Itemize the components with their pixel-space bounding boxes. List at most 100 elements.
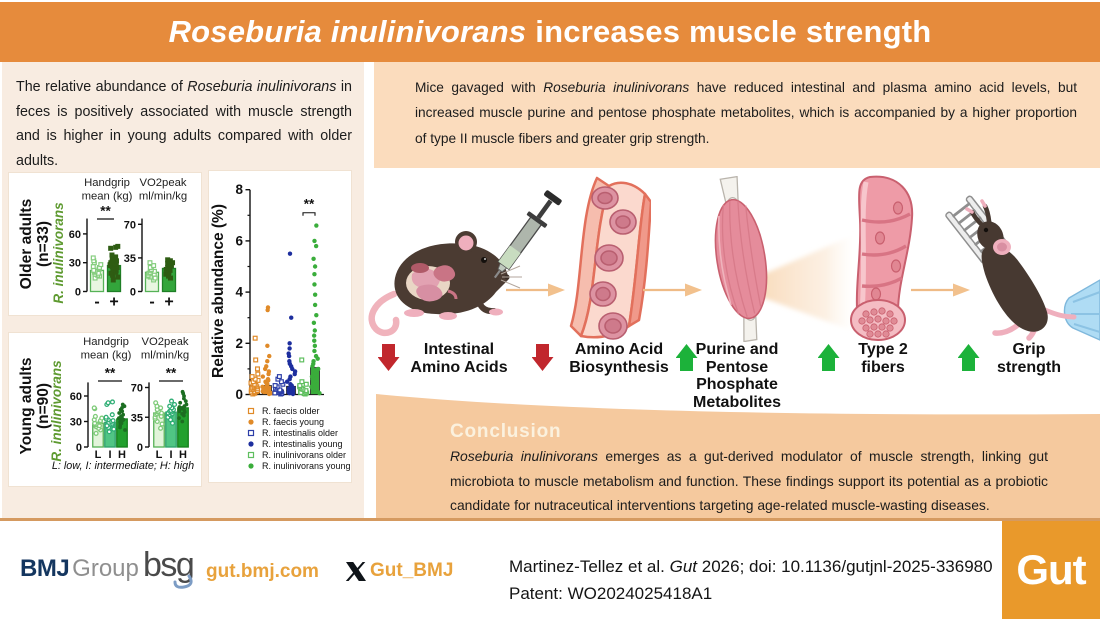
svg-text:-: - — [94, 294, 99, 311]
svg-text:**: ** — [166, 366, 177, 381]
flow-step-1: Intestinal Amino Acids — [378, 341, 509, 376]
relative-abundance-chart: Relative abundance (%) 0 2 4 6 8 ** R. faecis o… — [210, 182, 351, 471]
svg-text:mean (kg): mean (kg) — [82, 191, 133, 203]
zoom-cone — [734, 234, 856, 332]
bsg-logo: bsg — [143, 546, 195, 589]
x-handle: Gut_BMJ — [370, 560, 454, 581]
mice-summary-text: Mice gavaged with Roseburia inulinivoran… — [415, 80, 1077, 146]
svg-text:-: - — [149, 294, 154, 311]
svg-text:35: 35 — [131, 412, 143, 424]
svg-text:0: 0 — [137, 442, 143, 454]
flow-step-label: Intestinal Amino Acids — [410, 341, 508, 376]
svg-text:Older adults(n=33): Older adults(n=33) — [18, 199, 52, 289]
conclusion-title: Conclusion — [450, 421, 562, 442]
svg-text:2: 2 — [235, 336, 243, 351]
svg-text:0: 0 — [130, 287, 136, 299]
svg-text:60: 60 — [69, 229, 81, 241]
flow-arrow-1 — [506, 283, 565, 297]
svg-text:H: H — [179, 449, 187, 461]
svg-text:L: L — [95, 449, 102, 461]
patent-line: Patent: WO2024025418A1 — [509, 583, 713, 603]
gut-logo-text: Gut — [1016, 546, 1086, 593]
young-adults-chart: Young adults(n=90)R. inulinivorans 0 30 60 H… — [18, 336, 194, 472]
flow-step-5: Grip strength — [958, 341, 1076, 376]
svg-text:0: 0 — [235, 387, 243, 402]
gut-journal-logo: Gut — [1002, 521, 1100, 619]
svg-text:H: H — [118, 449, 126, 461]
title-italic: Roseburia inulinivorans — [168, 14, 527, 49]
svg-text:I: I — [169, 449, 172, 461]
increase-arrow-icon — [818, 344, 840, 371]
svg-text:**: ** — [105, 366, 116, 381]
flow-step-2: Amino Acid Biosynthesis — [532, 341, 675, 376]
bmj-group-text: Group — [72, 555, 139, 582]
title-rest: increases muscle strength — [535, 14, 932, 49]
mouse-gavage-illustration — [368, 190, 562, 337]
flow-step-label: Amino Acid Biosynthesis — [569, 341, 669, 376]
svg-text:35: 35 — [124, 253, 136, 265]
svg-text:ml/min/kg: ml/min/kg — [141, 350, 189, 362]
flow-step-4: Type 2 fibers — [818, 341, 923, 376]
young-adults-chart-box: Young adults(n=90) R. inulinivorans 0 30 60 H… — [8, 332, 202, 487]
conclusion-text: Roseburia inulinivorans emerges as a gut… — [450, 448, 1048, 514]
svg-text:+: + — [164, 294, 173, 311]
svg-text:L: low, I: intermediate; H: hi: L: low, I: intermediate; H: high — [52, 460, 194, 472]
svg-text:**: ** — [100, 204, 111, 219]
svg-text:L: L — [156, 449, 163, 461]
flow-arrow-2 — [643, 283, 702, 297]
svg-text:R. faecis older: R. faecis older — [262, 406, 320, 416]
svg-text:30: 30 — [70, 417, 82, 429]
flow-step-3: Purine and Pentose Phosphate Metabolites — [676, 341, 790, 411]
svg-text:Young adults(n=90): Young adults(n=90) — [18, 357, 52, 454]
increase-arrow-icon — [676, 344, 698, 371]
older-adults-chart-box: Older adults(n=33) R. inulinivorans 0 30 60 H… — [8, 172, 202, 316]
muscle-fiber-illustration — [850, 175, 914, 341]
flow-step-label: Type 2 fibers — [858, 341, 908, 376]
journal-website: gut.bmj.com — [206, 561, 319, 582]
svg-text:R. faecis young: R. faecis young — [262, 417, 324, 427]
relative-abundance-chart-box: Relative abundance (%) 0 2 4 6 8 ** R. faecis o… — [208, 170, 352, 483]
svg-text:R. inulinivorans older: R. inulinivorans older — [262, 450, 346, 460]
svg-text:ml/min/kg: ml/min/kg — [139, 191, 187, 203]
svg-text:R. intestinalis young: R. intestinalis young — [262, 439, 343, 449]
svg-text:Handgrip: Handgrip — [84, 177, 130, 189]
muscle-illustration — [714, 176, 768, 342]
svg-text:I: I — [108, 449, 111, 461]
flow-step-label: Purine and Pentose Phosphate Metabolites — [692, 341, 781, 411]
x-logo-icon — [345, 561, 366, 581]
bmj-group-logo: BMJ Group — [20, 555, 139, 583]
mouse-grip-illustration — [945, 195, 1100, 341]
svg-text:R. intestinalis older: R. intestinalis older — [262, 428, 338, 438]
svg-text:R. inulinivorans young: R. inulinivorans young — [262, 461, 351, 471]
flow-step-label: Grip strength — [997, 341, 1061, 376]
svg-text:0: 0 — [76, 442, 82, 454]
citation-line: Martinez-Tellez et al. Gut 2026; doi: 10… — [509, 557, 993, 576]
gut-vessel-illustration — [569, 176, 651, 340]
x-social: Gut_BMJ — [345, 560, 453, 582]
older-adults-chart: Older adults(n=33) R. inulinivorans 0 30 60 H… — [18, 177, 187, 311]
svg-text:R. inulinivorans: R. inulinivorans — [49, 360, 64, 462]
svg-text:VO2peak: VO2peak — [141, 336, 188, 348]
left-panel: The relative abundance of Roseburia inul… — [2, 62, 364, 519]
svg-text:70: 70 — [124, 219, 136, 231]
svg-text:60: 60 — [70, 391, 82, 403]
citation: Martinez-Tellez et al. Gut 2026; doi: 10… — [509, 554, 993, 607]
conclusion-panel — [376, 394, 1100, 519]
svg-text:**: ** — [304, 197, 315, 212]
svg-text:bsg: bsg — [143, 546, 193, 584]
svg-text:Handgrip: Handgrip — [83, 336, 129, 348]
svg-text:30: 30 — [69, 258, 81, 270]
svg-text:+: + — [109, 294, 118, 311]
decrease-arrow-icon — [378, 344, 400, 371]
flow-arrow-3 — [911, 283, 970, 297]
svg-text:mean (kg): mean (kg) — [81, 350, 132, 362]
svg-text:VO2peak: VO2peak — [139, 177, 186, 189]
svg-text:70: 70 — [131, 383, 143, 395]
mice-summary-panel: Mice gavaged with Roseburia inulinivoran… — [374, 62, 1100, 168]
increase-arrow-icon — [958, 344, 980, 371]
svg-text:8: 8 — [235, 182, 243, 197]
svg-text:R. inulinivorans: R. inulinivorans — [51, 202, 66, 304]
title-bar: Roseburia inulinivorans increases muscle… — [0, 2, 1100, 62]
svg-text:Relative abundance (%): Relative abundance (%) — [210, 204, 227, 378]
bmj-logo-text: BMJ — [20, 555, 70, 582]
